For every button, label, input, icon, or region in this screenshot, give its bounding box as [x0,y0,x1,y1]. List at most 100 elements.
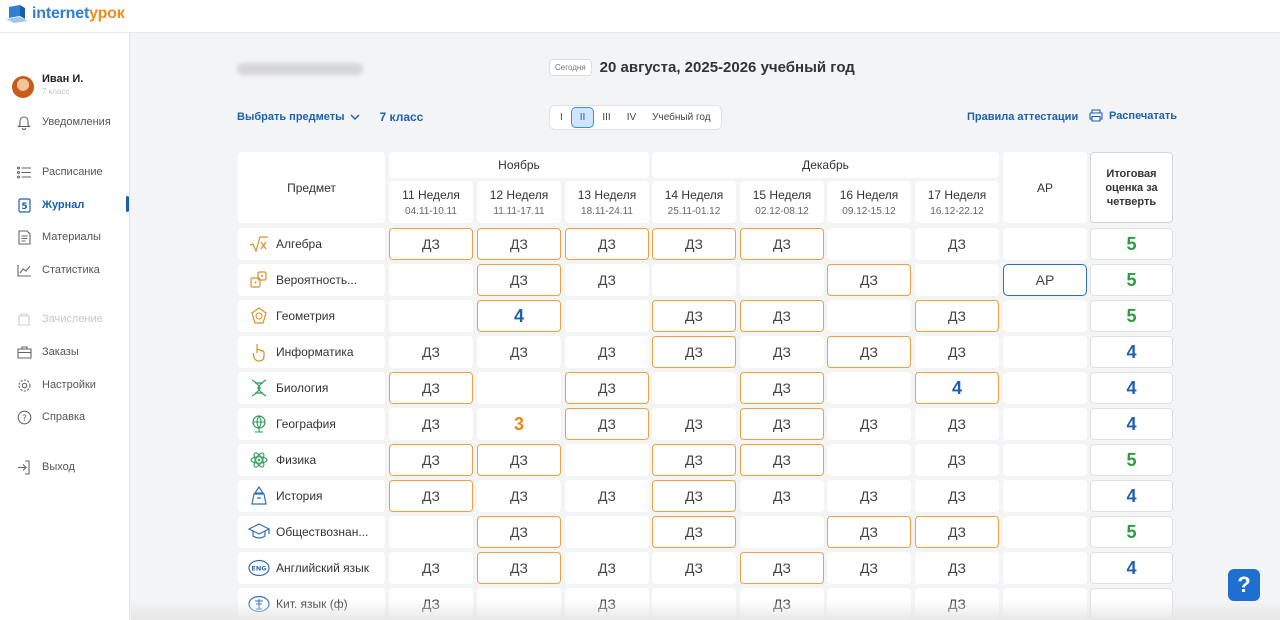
subject-cell[interactable]: Физика [238,444,385,476]
homework-cell[interactable]: ДЗ [565,264,649,296]
homework-cell[interactable]: ДЗ [915,300,999,332]
homework-cell[interactable]: ДЗ [827,408,911,440]
homework-cell[interactable]: ДЗ [827,264,911,296]
user-profile[interactable]: Иван И. 7 класс [12,73,83,98]
sidebar-item-help[interactable]: ? Справка [16,408,85,426]
help-button[interactable]: ? [1228,569,1260,601]
homework-cell[interactable]: ДЗ [915,444,999,476]
sidebar-item-journal[interactable]: 5 Журнал [16,196,84,214]
date-row: Сегодня 20 августа, 2025-2026 учебный го… [549,59,855,76]
homework-cell[interactable]: ДЗ [477,480,561,512]
homework-cell[interactable]: ДЗ [389,372,473,404]
homework-cell[interactable]: ДЗ [827,480,911,512]
sidebar-item-label: Зачисление [42,313,103,325]
subject-cell[interactable]: Вероятность... [238,264,385,296]
subject-cell[interactable]: Информатика [238,336,385,368]
subject-cell[interactable]: Алгебра [238,228,385,260]
homework-cell[interactable]: ДЗ [477,228,561,260]
homework-cell[interactable]: ДЗ [915,408,999,440]
homework-cell[interactable]: ДЗ [565,336,649,368]
subject-cell[interactable]: ENG Английский язык [238,552,385,584]
cell-value: ДЗ [598,416,616,432]
final-grade-value: 4 [1126,413,1137,434]
empty-ar-cell [1003,336,1087,368]
subject-cell[interactable]: География [238,408,385,440]
homework-cell[interactable]: ДЗ [565,408,649,440]
homework-cell[interactable]: ДЗ [652,444,736,476]
sidebar-item-materials[interactable]: Материалы [16,228,101,246]
ar-cell[interactable]: АР [1003,264,1087,296]
class-label[interactable]: 7 класс [379,110,424,124]
homework-cell[interactable]: ДЗ [652,552,736,584]
top-bar: internetурок [0,0,1280,33]
homework-cell[interactable]: ДЗ [740,228,824,260]
homework-cell[interactable]: ДЗ [565,372,649,404]
print-button[interactable]: Распечатать [1089,109,1177,122]
homework-cell[interactable]: ДЗ [740,408,824,440]
tab-quarter-2[interactable]: II [570,107,595,128]
homework-cell[interactable]: ДЗ [652,408,736,440]
tab-school-year[interactable]: Учебный год [652,112,711,123]
homework-cell[interactable]: ДЗ [740,336,824,368]
subject-cell[interactable]: История [238,480,385,512]
empty-grade-cell [915,264,999,296]
homework-cell[interactable]: ДЗ [915,228,999,260]
week-header: 15 Неделя 02.12-08.12 [740,181,824,223]
tab-quarter-3[interactable]: III [602,112,611,123]
sidebar-item-notifications[interactable]: Уведомления [16,113,111,131]
homework-cell[interactable]: ДЗ [652,480,736,512]
main-content: Сегодня 20 августа, 2025-2026 учебный го… [131,33,1280,620]
homework-cell[interactable]: ДЗ [565,228,649,260]
homework-cell[interactable]: ДЗ [389,480,473,512]
homework-cell[interactable]: ДЗ [740,372,824,404]
subject-cell[interactable]: Геометрия [238,300,385,332]
homework-cell[interactable]: ДЗ [740,480,824,512]
homework-cell[interactable]: ДЗ [477,552,561,584]
homework-cell[interactable]: ДЗ [915,516,999,548]
homework-cell[interactable]: ДЗ [652,228,736,260]
homework-cell[interactable]: ДЗ [652,336,736,368]
subject-cell[interactable]: Биология [238,372,385,404]
homework-cell[interactable]: ДЗ [915,480,999,512]
homework-cell[interactable]: ДЗ [740,444,824,476]
homework-cell[interactable]: ДЗ [389,336,473,368]
grade-cell[interactable]: 4 [477,300,561,332]
sidebar-item-logout[interactable]: Выход [16,458,75,476]
grade-cell[interactable]: 4 [915,372,999,404]
homework-cell[interactable]: ДЗ [827,336,911,368]
homework-cell[interactable]: ДЗ [565,480,649,512]
homework-cell[interactable]: ДЗ [740,552,824,584]
cell-value: ДЗ [948,344,966,360]
logo[interactable]: internetурок [6,5,125,23]
sidebar-item-settings[interactable]: Настройки [16,376,96,394]
homework-cell[interactable]: ДЗ [389,552,473,584]
subject-name: Алгебра [276,237,322,251]
homework-cell[interactable]: ДЗ [827,516,911,548]
homework-cell[interactable]: ДЗ [477,336,561,368]
homework-cell[interactable]: ДЗ [827,552,911,584]
tab-quarter-1[interactable]: I [560,112,563,123]
homework-cell[interactable]: ДЗ [915,552,999,584]
sidebar-item-statistics[interactable]: Статистика [16,261,100,279]
journal-icon: 5 [16,197,32,213]
grade-cell[interactable]: 3 [477,408,561,440]
sidebar-item-orders[interactable]: Заказы [16,343,79,361]
attestation-rules-link[interactable]: Правила аттестации [967,111,1079,123]
homework-cell[interactable]: ДЗ [740,300,824,332]
select-subjects-dropdown[interactable]: Выбрать предметы [237,111,360,123]
sidebar-item-schedule[interactable]: Расписание [16,163,103,181]
homework-cell[interactable]: ДЗ [652,516,736,548]
homework-cell[interactable]: ДЗ [389,408,473,440]
homework-cell[interactable]: ДЗ [652,300,736,332]
homework-cell[interactable]: ДЗ [477,444,561,476]
subject-cell[interactable]: Обществознан... [238,516,385,548]
homework-cell[interactable]: ДЗ [389,228,473,260]
homework-cell[interactable]: ДЗ [915,336,999,368]
homework-cell[interactable]: ДЗ [389,444,473,476]
tab-quarter-4[interactable]: IV [626,112,637,123]
homework-cell[interactable]: ДЗ [565,552,649,584]
homework-cell[interactable]: ДЗ [477,264,561,296]
cell-value: ДЗ [860,416,878,432]
today-chip[interactable]: Сегодня [549,59,592,76]
homework-cell[interactable]: ДЗ [477,516,561,548]
